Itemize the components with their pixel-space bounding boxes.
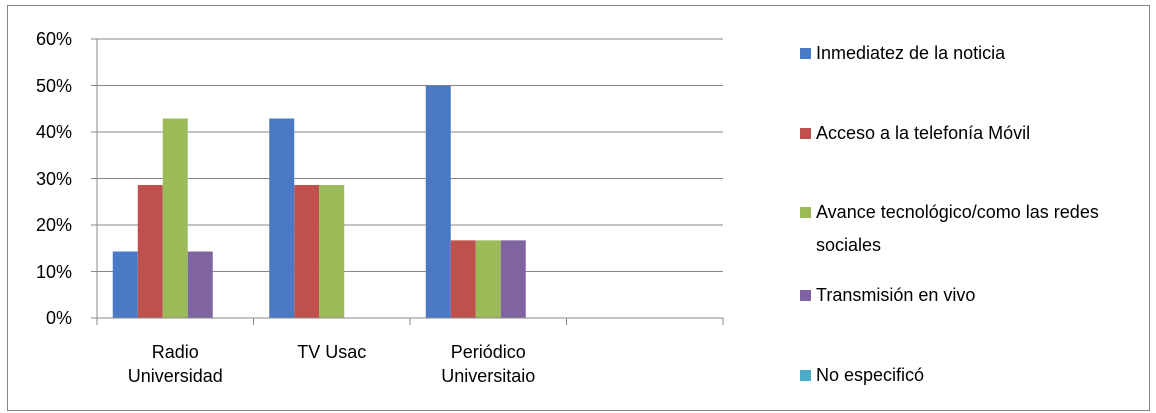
bar — [450, 240, 476, 318]
x-tick-label: Periódico Universitaio — [441, 342, 536, 386]
legend-label: Avance tecnológico/como las redes social… — [816, 202, 1099, 255]
bar — [294, 185, 320, 318]
legend-swatch — [800, 48, 811, 59]
y-tick-label: 20% — [35, 215, 72, 235]
bar — [187, 251, 213, 318]
bar — [425, 85, 451, 318]
x-tick-label: Radio Universidad — [127, 342, 223, 386]
legend-label: Transmisión en vivo — [816, 285, 976, 305]
y-tick-label: 50% — [35, 75, 72, 96]
legend-swatch — [800, 290, 811, 301]
bar — [500, 240, 526, 318]
legend-swatch — [800, 207, 811, 218]
y-tick-label: 30% — [35, 168, 72, 189]
x-tick-label: TV Usac — [297, 342, 367, 362]
legend-label: Acceso a la telefonía Móvil — [816, 123, 1031, 143]
legend-swatch — [800, 370, 811, 381]
legend-label: No especificó — [816, 365, 925, 385]
bar — [319, 185, 345, 318]
legend-swatch — [800, 128, 811, 139]
bar — [112, 251, 138, 318]
y-tick-label: 0% — [45, 308, 72, 328]
y-tick-label: 10% — [35, 261, 72, 282]
chart-border — [7, 5, 1150, 411]
bar — [269, 118, 295, 318]
bar — [475, 240, 501, 318]
legend-label: Inmediatez de la noticia — [816, 43, 1006, 63]
bar — [162, 118, 188, 318]
y-tick-label: 60% — [35, 29, 72, 49]
bar — [137, 185, 163, 318]
y-tick-label: 40% — [35, 122, 72, 142]
